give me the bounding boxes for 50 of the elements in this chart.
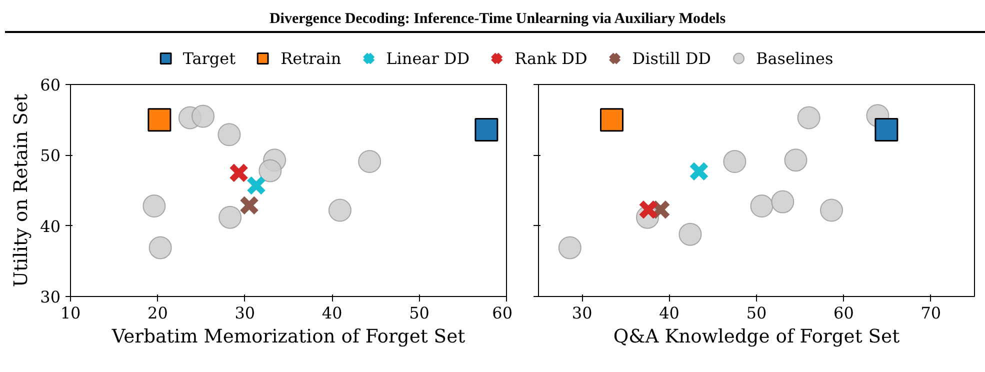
point xyxy=(358,150,382,174)
point xyxy=(192,104,215,128)
point xyxy=(750,194,774,218)
x-tick-label: 60 xyxy=(834,304,854,322)
y-axis-title: Utility on Retain Set xyxy=(11,93,32,288)
x-tick-label: 40 xyxy=(659,304,680,322)
point xyxy=(218,123,241,146)
chart-title: Divergence Decoding: Inference-Time Unlearning via Auxiliary Models xyxy=(269,10,726,29)
point xyxy=(148,236,172,260)
legend-label: Target xyxy=(182,48,236,68)
y-tick-label: 40 xyxy=(40,216,60,236)
point xyxy=(148,108,172,132)
x-axis-title: Q&A Knowledge of Forget Set xyxy=(613,326,900,348)
x-tick-label: 10 xyxy=(60,304,81,322)
point xyxy=(258,159,282,182)
x-axis-title: Verbatim Memorization of Forget Set xyxy=(110,326,466,348)
y-tick-label: 60 xyxy=(40,76,60,94)
point xyxy=(600,108,624,132)
x-tick-label: 20 xyxy=(148,304,168,322)
point xyxy=(228,162,249,183)
point xyxy=(797,106,820,130)
point xyxy=(142,194,166,218)
x-tick-label: 40 xyxy=(322,304,342,322)
y-tick-label: 30 xyxy=(40,288,60,306)
x-tick-label: 30 xyxy=(234,304,256,322)
point xyxy=(218,206,242,229)
point xyxy=(874,118,898,142)
y-tick-label: 50 xyxy=(40,146,60,166)
x-tick-label: 60 xyxy=(492,304,512,322)
x-tick-label: 70 xyxy=(920,304,942,322)
point xyxy=(239,195,260,216)
point xyxy=(784,148,808,172)
point xyxy=(328,198,352,222)
x-tick-label: 30 xyxy=(572,304,592,322)
point xyxy=(723,150,746,174)
point xyxy=(638,200,658,220)
legend-label: Rank DD xyxy=(514,48,588,68)
legend-label: Distill DD xyxy=(632,48,711,68)
x-tick-label: 50 xyxy=(409,304,430,322)
point xyxy=(820,198,843,222)
point xyxy=(246,176,266,196)
legend-label: Retrain xyxy=(280,48,342,68)
legend-label: Baselines xyxy=(756,48,834,68)
point xyxy=(558,236,582,260)
x-tick-label: 50 xyxy=(746,304,767,322)
point xyxy=(688,161,709,182)
legend-label: Linear DD xyxy=(386,48,470,68)
point xyxy=(771,190,794,214)
point xyxy=(474,118,498,142)
point xyxy=(678,222,702,246)
